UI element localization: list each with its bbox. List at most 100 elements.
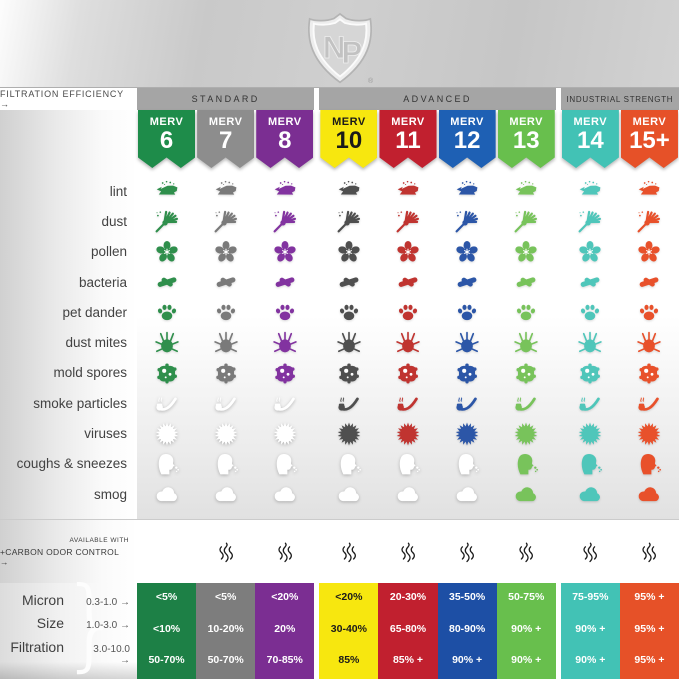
grid-cell	[255, 176, 314, 206]
merv-word: MERV	[450, 116, 484, 128]
table-value: 85% +	[392, 654, 424, 666]
table-value: <10%	[152, 622, 181, 635]
flower-icon	[274, 240, 296, 262]
grid-cell	[620, 388, 679, 418]
mite-icon	[396, 331, 420, 352]
lint-icon	[515, 181, 537, 195]
merv-ribbon-6: MERV 6	[137, 110, 196, 168]
contaminant-label: dust mites	[65, 335, 127, 351]
grid-cell	[196, 358, 255, 388]
contaminant-row-mold-spores: mold spores	[0, 358, 679, 388]
table-value: <5%	[155, 591, 178, 603]
grid-cell	[137, 479, 196, 509]
grid-cell	[561, 479, 620, 509]
contaminant-label: dust	[101, 213, 127, 229]
virus-icon	[155, 422, 178, 445]
grid-cell	[620, 237, 679, 267]
grid-cell	[497, 297, 556, 327]
cough-icon	[458, 453, 480, 475]
table-column-merv-14: 75-95% 90% + 90% +	[560, 583, 620, 679]
contaminant-row-pet-dander: pet dander	[0, 297, 679, 327]
paw-icon	[216, 305, 235, 321]
bacteria-icon	[516, 277, 536, 287]
merv-ribbon-10: MERV 10	[319, 110, 378, 168]
steam-icon	[401, 542, 415, 563]
grid-cell	[561, 267, 620, 297]
merv-word: MERV	[573, 116, 608, 128]
merv-ribbon-12: MERV 12	[438, 110, 497, 168]
brand-logo-text-p: P	[342, 35, 363, 70]
contaminant-row-pollen: pollen	[0, 237, 679, 267]
grid-cell	[561, 237, 620, 267]
steam-icon	[519, 542, 534, 563]
grid-cell	[620, 206, 679, 236]
grid-cell	[255, 297, 314, 327]
paw-icon	[517, 305, 536, 321]
grid-cell	[137, 297, 196, 327]
grid-cell	[561, 327, 620, 357]
grid-divider	[0, 519, 679, 520]
pipe-icon	[215, 397, 236, 411]
grid-cell	[620, 418, 679, 448]
grid-cell	[378, 237, 437, 267]
flower-icon	[155, 240, 178, 262]
grid-cell	[137, 237, 196, 267]
duster-icon	[337, 211, 360, 233]
grid-cell	[196, 297, 255, 327]
grid-cell	[196, 388, 255, 418]
grid-cell	[561, 206, 620, 236]
grid-cell	[561, 176, 620, 206]
steam-icon	[342, 542, 356, 563]
table-value: 50-75%	[508, 591, 545, 603]
mold-icon	[639, 363, 660, 384]
table-value: 90% +	[511, 654, 542, 666]
carbon-cell-merv-12	[438, 520, 497, 583]
mite-icon	[337, 331, 361, 352]
mold-icon	[580, 363, 601, 384]
grid-cell	[196, 449, 255, 479]
merv-word: MERV	[509, 116, 543, 128]
grid-cell	[378, 388, 437, 418]
mite-icon	[273, 331, 297, 352]
grid-cell	[196, 479, 255, 509]
merv-number: 14	[576, 127, 604, 154]
paw-icon	[398, 305, 418, 321]
grid-cell	[319, 267, 378, 297]
grid-cell	[319, 449, 378, 479]
merv-number: 7	[218, 127, 233, 154]
carbon-cell-merv-6	[137, 520, 196, 583]
bacteria-icon	[580, 277, 600, 287]
efficiency-table-header: } Micron 0.3-1.0 → Size 1.0-3.0 → Filtration…	[0, 569, 137, 679]
table-value: 95% +	[634, 654, 665, 666]
bacteria-icon	[640, 277, 659, 287]
lint-icon	[580, 181, 601, 195]
duster-icon	[273, 211, 296, 233]
header-row: FILTRATION EFFICIENCY → STANDARD ADVANCE…	[0, 88, 679, 110]
table-header-row: Filtration 3.0-10.0 →	[0, 639, 137, 666]
merv-number: 13	[512, 127, 540, 154]
contaminant-row-smoke-particles: smoke particles	[0, 388, 679, 418]
grid-cell	[319, 327, 378, 357]
duster-icon	[637, 211, 661, 233]
registered-mark: ®	[368, 77, 374, 85]
cough-icon	[340, 453, 361, 475]
paw-icon	[640, 305, 659, 321]
contaminant-row-coughs-sneezes: coughs & sneezes	[0, 449, 679, 479]
mold-icon	[516, 363, 537, 384]
grid-cell	[378, 449, 437, 479]
carbon-odor-label: AVAILABLE WITH +CARBON ODOR CONTROL →	[0, 520, 137, 583]
grid-cell	[620, 297, 679, 327]
merv-word: MERV	[208, 116, 243, 128]
grid-cell	[497, 418, 556, 448]
mold-icon	[156, 363, 177, 384]
grid-cell	[620, 449, 679, 479]
bacteria-icon	[157, 277, 176, 287]
contaminant-label: smog	[93, 486, 127, 502]
steam-icon	[460, 542, 475, 563]
grid-cell	[196, 327, 255, 357]
virus-icon	[396, 422, 420, 445]
carbon-cell-merv-15+	[620, 520, 679, 583]
flower-icon	[338, 240, 360, 262]
cough-icon	[582, 453, 603, 475]
